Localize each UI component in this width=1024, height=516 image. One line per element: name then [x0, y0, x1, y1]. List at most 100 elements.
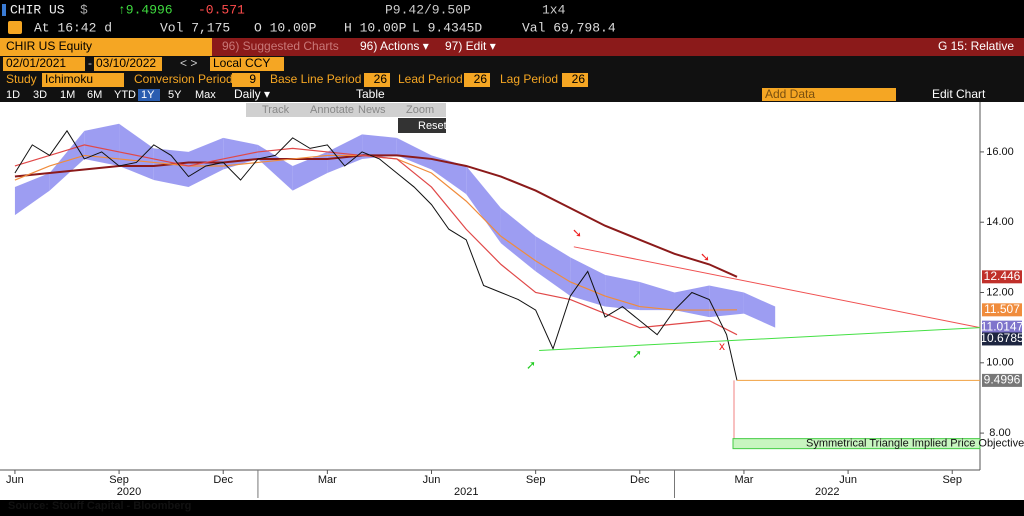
ccy: Local CCY	[213, 56, 270, 70]
ichimoku-cloud	[153, 148, 189, 188]
open: O 10.00P	[254, 20, 317, 35]
price-label-box	[982, 373, 1022, 387]
period-button[interactable]: 1Y	[141, 89, 155, 101]
ticker: CHIR US	[10, 2, 65, 17]
year-label: 2020	[117, 486, 141, 498]
y-tick-label: 8.00	[989, 427, 1010, 439]
price-label: 12.446	[984, 269, 1021, 283]
chart-toolbar	[246, 103, 446, 117]
x-tick-label: Sep	[109, 474, 129, 486]
param: 9	[249, 72, 256, 86]
price-label-box	[982, 270, 1022, 284]
arrow: ➘	[700, 250, 710, 264]
period-button[interactable]: 3D	[33, 89, 47, 101]
y-tick-label: 10.00	[986, 357, 1014, 369]
x-tick-label: Jun	[6, 474, 24, 486]
x-tick-label: Sep	[942, 474, 962, 486]
x-tick-label: Mar	[734, 474, 753, 486]
ichimoku-cloud	[535, 236, 571, 297]
edit-chart[interactable]: Edit Chart	[932, 87, 986, 101]
frequency[interactable]: Daily ▾	[234, 87, 270, 101]
ichimoku-cloud	[674, 285, 710, 318]
input[interactable]	[94, 57, 162, 71]
reset: Reset	[418, 120, 447, 132]
study: Ichimoku	[45, 72, 93, 86]
ichimoku-cloud	[500, 208, 536, 272]
input[interactable]	[3, 57, 85, 71]
moving-average	[14, 154, 738, 278]
security-box[interactable]	[0, 38, 212, 56]
ichimoku-cloud	[639, 281, 675, 311]
input[interactable]	[464, 73, 490, 87]
edge	[0, 514, 1024, 516]
ichimoku-cloud	[84, 123, 120, 166]
price-label: 11.0147	[981, 319, 1024, 333]
ichimoku-cloud	[709, 285, 744, 318]
trendline	[539, 327, 981, 351]
x-tick-label: Dec	[630, 474, 650, 486]
ichimoku-cloud	[743, 292, 776, 328]
reset-button[interactable]	[398, 118, 446, 133]
menu-item[interactable]: 96) Actions ▾	[360, 39, 429, 53]
chart-tool[interactable]: News	[358, 104, 386, 116]
ichimoku-cloud	[605, 274, 640, 311]
period-button[interactable]: Max	[195, 89, 216, 101]
input[interactable]	[232, 73, 260, 87]
ichimoku-cloud	[257, 144, 293, 191]
low: L 9.4345D	[412, 20, 482, 35]
price-label: 9.4996	[984, 373, 1021, 387]
input[interactable]	[762, 88, 896, 101]
high: H 10.00P	[344, 20, 407, 35]
quote-bar	[0, 0, 1024, 38]
period-button[interactable]: YTD	[114, 89, 136, 101]
x-tick-label: Jun	[423, 474, 441, 486]
price-label: 11.507	[984, 302, 1020, 316]
price-label: 10.6785	[980, 331, 1024, 345]
param: 26	[572, 72, 586, 86]
bid-ask: P9.42/9.50P	[385, 2, 471, 17]
arrow: ➘	[572, 226, 582, 240]
param: 26	[474, 72, 488, 86]
chart-tool[interactable]: Track	[262, 104, 290, 116]
study-label: Study	[6, 72, 37, 86]
input[interactable]	[42, 73, 124, 87]
x-tick-label: Dec	[213, 474, 233, 486]
y-tick-label: 14.00	[986, 216, 1014, 228]
input[interactable]	[562, 73, 588, 87]
chart-tool[interactable]: Annotate	[310, 104, 354, 116]
ichimoku-cloud	[466, 165, 501, 244]
menu-item[interactable]: 97) Edit ▾	[445, 39, 496, 53]
template: G 15: Relative	[938, 39, 1014, 53]
end-date: 03/10/2022	[96, 56, 156, 70]
target-box	[732, 438, 981, 450]
price-label-box	[982, 303, 1022, 317]
param-label: Conversion Period	[134, 72, 233, 86]
last-price: ↑9.4996	[118, 2, 173, 17]
menu-item[interactable]: 96) Suggested Charts	[222, 39, 339, 53]
arrow: ➚	[632, 347, 642, 361]
target-label: Symmetrical Triangle Implied Price Objec…	[806, 438, 1024, 450]
currency: $	[80, 2, 88, 17]
add-data: Add Data	[765, 87, 815, 101]
param-label: Base Line Period	[270, 72, 361, 86]
x-tick-label: Jun	[839, 474, 857, 486]
chart-tool[interactable]: Zoom	[406, 104, 434, 116]
time: At 16:42 d	[34, 20, 112, 35]
input[interactable]	[364, 73, 390, 87]
nav[interactable]: < >	[180, 56, 197, 70]
period-button[interactable]: 5Y	[168, 89, 182, 101]
param-label: Lag Period	[500, 72, 558, 86]
break-mark: x	[719, 339, 725, 353]
year-label: 2021	[454, 486, 478, 498]
period-button[interactable]: 1D	[6, 89, 20, 101]
period-button[interactable]: 1M	[60, 89, 75, 101]
table-button[interactable]: Table	[356, 87, 385, 101]
param-label: Lead Period	[398, 72, 463, 86]
period-button[interactable]: 6M	[87, 89, 102, 101]
icon	[8, 21, 22, 34]
input[interactable]	[210, 57, 284, 71]
x-tick-label: Sep	[526, 474, 546, 486]
menu-bar	[212, 38, 1024, 56]
